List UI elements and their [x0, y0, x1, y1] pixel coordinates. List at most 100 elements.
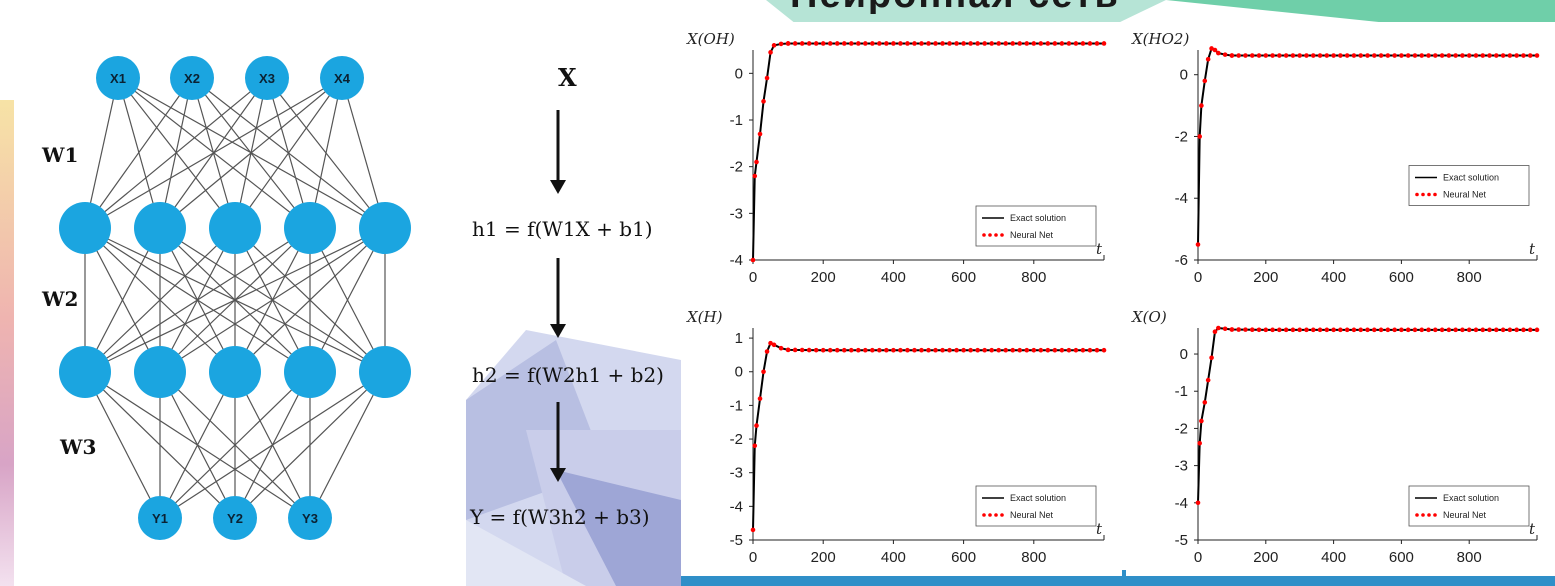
y-tick-label: -4: [730, 498, 743, 515]
x-tick-label: 800: [1457, 549, 1482, 566]
data-point: [1365, 327, 1370, 333]
data-point: [771, 342, 777, 348]
data-point: [1017, 41, 1023, 46]
x-tick-label: 800: [1021, 549, 1046, 566]
node-label: Y2: [227, 511, 243, 526]
data-point: [926, 347, 931, 353]
data-point: [1290, 327, 1296, 333]
data-point: [1500, 327, 1506, 333]
data-point: [1534, 53, 1540, 58]
data-point: [806, 41, 812, 46]
data-point: [1243, 53, 1248, 58]
connection-line: [84, 227, 161, 373]
data-point: [1338, 327, 1343, 333]
x-tick-label: 200: [1253, 269, 1278, 286]
node-layer-2: [209, 202, 261, 254]
data-point: [1371, 327, 1377, 333]
x-tick-label: 400: [881, 269, 906, 286]
connection-line: [84, 77, 193, 229]
legend-label-exact: Exact solution: [1443, 173, 1499, 183]
x-tick-label: 0: [1194, 549, 1202, 566]
data-point: [1494, 327, 1499, 333]
data-point: [1304, 327, 1309, 333]
connection-line: [309, 371, 386, 519]
data-point: [989, 41, 994, 46]
chart-o: 0 -1 -2 -3 -4 -5 0 200 400 600 800 X(O) t Exact solut…: [1131, 308, 1540, 566]
data-point: [1229, 53, 1235, 58]
legend-box: [975, 485, 1097, 527]
data-point: [1052, 41, 1058, 46]
data-point: [1466, 53, 1472, 58]
data-point: [968, 41, 973, 46]
data-point: [1473, 327, 1479, 333]
data-point: [1433, 327, 1438, 333]
data-point: [884, 347, 889, 353]
data-point: [820, 41, 826, 46]
legend-swatch-dot: [1433, 513, 1437, 517]
series-neural-net: [1195, 46, 1540, 247]
y-axis-label: X(O): [1131, 308, 1167, 326]
data-point: [1385, 53, 1391, 58]
connection-line: [159, 371, 236, 519]
data-point: [1205, 377, 1211, 383]
data-point: [905, 41, 910, 46]
data-point: [1371, 53, 1377, 58]
data-point: [1426, 53, 1431, 58]
data-point: [806, 347, 812, 353]
y-tick-label: 0: [735, 364, 743, 381]
node-layer-1: [245, 56, 289, 100]
data-point: [1365, 53, 1370, 58]
data-point: [1216, 325, 1221, 331]
y-tick-label: -2: [1175, 420, 1188, 437]
node-layer-2: [59, 202, 111, 254]
y-tick-label: -3: [730, 205, 743, 222]
legend-swatch-dot: [1000, 233, 1004, 237]
data-point: [1317, 327, 1323, 333]
arrow-3-head: [550, 468, 566, 482]
series-line-exact: [1197, 47, 1537, 245]
data-point: [1392, 53, 1397, 58]
data-point: [1263, 53, 1269, 58]
connection-line: [341, 77, 386, 229]
y-tick-label: -3: [1175, 458, 1188, 475]
y-tick-label: -5: [730, 532, 743, 549]
y-axis-label: X(H): [686, 308, 723, 326]
x-axis-label: t: [1529, 240, 1536, 258]
data-point: [820, 347, 826, 353]
data-point: [1197, 134, 1202, 139]
data-point: [757, 396, 763, 401]
data-point: [1378, 327, 1384, 333]
data-point: [1249, 53, 1255, 58]
weight-label-2: W2: [41, 287, 78, 311]
data-point: [996, 347, 1001, 353]
data-point: [1399, 327, 1404, 333]
data-point: [1101, 41, 1107, 46]
legend-label-exact: Exact solution: [1010, 213, 1066, 223]
data-point: [1338, 53, 1343, 58]
data-point: [1197, 440, 1202, 446]
data-point: [1324, 327, 1330, 333]
y-tick-label: 0: [735, 65, 743, 82]
data-point: [877, 347, 882, 353]
data-point: [1331, 327, 1336, 333]
data-point: [1534, 327, 1540, 333]
data-point: [870, 41, 875, 46]
data-point: [898, 41, 903, 46]
data-point: [1453, 53, 1458, 58]
data-point: [1405, 327, 1411, 333]
data-point: [863, 41, 868, 46]
x-tick-label: 600: [951, 549, 976, 566]
data-point: [1017, 347, 1023, 353]
data-point: [841, 41, 847, 46]
data-point: [1351, 53, 1357, 58]
data-point: [768, 340, 773, 346]
data-point: [1229, 327, 1235, 332]
data-point: [975, 347, 980, 353]
data-point: [754, 159, 759, 165]
series-line-exact: [1197, 326, 1537, 503]
data-point: [1270, 53, 1275, 58]
data-point: [933, 347, 938, 353]
connection-line: [159, 371, 386, 519]
data-point: [863, 347, 868, 353]
x-axis-label: t: [1096, 520, 1103, 538]
